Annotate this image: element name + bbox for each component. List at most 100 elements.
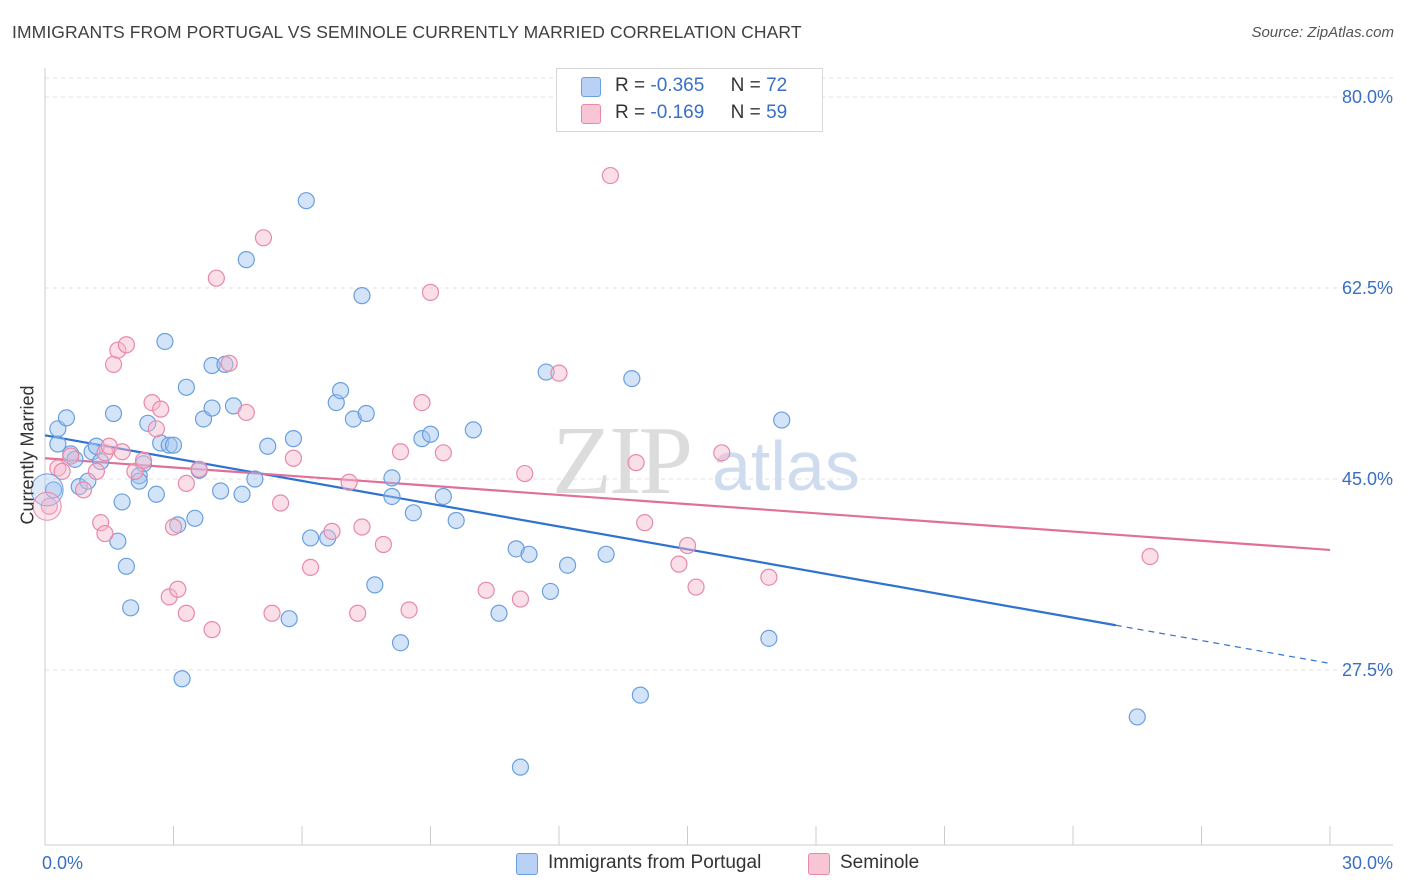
- point-portugal: [203, 399, 221, 417]
- point-portugal: [177, 378, 195, 396]
- point-seminole: [340, 473, 358, 491]
- point-seminole: [434, 444, 452, 462]
- point-seminole: [627, 454, 645, 472]
- point-seminole: [687, 578, 705, 596]
- point-portugal: [353, 287, 371, 305]
- point-portugal: [391, 634, 410, 652]
- point-seminole: [62, 447, 80, 465]
- x-tick-label-max: 30.0%: [1342, 853, 1393, 873]
- point-seminole: [477, 581, 495, 599]
- point-seminole: [670, 555, 688, 573]
- point-portugal: [631, 686, 649, 704]
- point-seminole: [254, 229, 273, 247]
- y-tick-label: 27.5%: [1342, 660, 1393, 680]
- y-axis-label: Currently Married: [17, 385, 38, 525]
- point-portugal: [366, 576, 384, 594]
- point-portugal: [301, 529, 320, 547]
- point-portugal: [507, 540, 525, 558]
- point-seminole: [74, 481, 93, 499]
- point-seminole: [164, 518, 183, 536]
- y-tick-label: 80.0%: [1342, 87, 1393, 107]
- point-seminole-large: [32, 491, 62, 521]
- point-seminole: [109, 341, 127, 359]
- series-label-seminole: Seminole: [840, 852, 920, 873]
- trend-line-portugal-extension: [1115, 624, 1331, 665]
- point-seminole: [177, 474, 195, 492]
- point-seminole: [100, 437, 118, 455]
- point-portugal: [434, 487, 452, 506]
- data-points: [30, 166, 1159, 776]
- point-portugal: [558, 556, 577, 574]
- point-portugal: [156, 332, 174, 351]
- point-seminole: [207, 269, 225, 287]
- legend-n-label: N =: [730, 102, 761, 123]
- point-seminole: [237, 403, 255, 422]
- point-seminole: [636, 514, 654, 532]
- point-seminole: [678, 536, 697, 555]
- legend-r-label: R =: [615, 75, 646, 96]
- point-portugal: [164, 436, 183, 454]
- point-seminole: [1141, 547, 1159, 566]
- point-portugal: [104, 404, 123, 423]
- legend-swatch-seminole: [581, 104, 601, 124]
- point-seminole: [516, 464, 534, 483]
- point-portugal: [57, 409, 76, 427]
- point-portugal: [122, 599, 140, 617]
- grid-lines: [45, 77, 1393, 671]
- point-portugal: [44, 481, 63, 499]
- correlation-legend: R = -0.365 N = 72 R = -0.169 N = 59: [556, 68, 823, 132]
- point-portugal: [113, 493, 131, 511]
- legend-r-value: -0.365: [650, 75, 705, 96]
- y-tick-labels: 27.5% 45.0% 62.5% 80.0%: [1342, 87, 1393, 680]
- point-seminole: [421, 283, 440, 301]
- point-portugal: [117, 557, 135, 575]
- legend-n-value: 72: [766, 75, 788, 96]
- y-tick-label: 45.0%: [1342, 469, 1393, 489]
- point-portugal: [173, 670, 191, 688]
- legend-r-value: -0.169: [650, 102, 705, 123]
- series-swatch-seminole: [808, 853, 830, 875]
- point-portugal: [511, 758, 530, 776]
- point-seminole: [87, 462, 106, 480]
- x-tick-label-min: 0.0%: [42, 853, 83, 873]
- point-seminole: [323, 522, 341, 540]
- point-portugal: [404, 504, 422, 522]
- point-portugal: [421, 425, 440, 443]
- axes: [44, 68, 1393, 846]
- point-portugal: [413, 430, 431, 448]
- point-seminole: [113, 443, 131, 461]
- point-seminole: [391, 443, 410, 461]
- point-portugal: [383, 469, 401, 487]
- point-seminole: [220, 354, 238, 372]
- point-portugal: [383, 487, 401, 506]
- point-seminole: [143, 394, 161, 412]
- trend-lines: [44, 434, 1331, 665]
- point-portugal: [203, 356, 221, 375]
- point-seminole: [374, 535, 392, 554]
- point-seminole: [271, 494, 290, 512]
- point-portugal: [447, 511, 465, 530]
- point-seminole: [104, 355, 123, 373]
- point-portugal: [537, 363, 555, 381]
- point-seminole: [353, 518, 371, 536]
- legend-r-label: R =: [615, 102, 646, 123]
- point-portugal: [212, 482, 230, 500]
- point-portugal: [623, 369, 641, 388]
- point-portugal: [344, 410, 362, 428]
- point-portugal: [331, 381, 350, 400]
- point-seminole: [152, 400, 170, 418]
- chart-title: IMMIGRANTS FROM PORTUGAL VS SEMINOLE CUR…: [12, 22, 802, 42]
- trend-line-portugal: [44, 434, 1117, 627]
- point-seminole: [117, 336, 135, 354]
- point-seminole: [713, 444, 731, 462]
- point-portugal: [541, 582, 560, 601]
- point-seminole: [263, 604, 281, 622]
- point-portugal: [109, 532, 127, 550]
- point-portugal: [773, 411, 791, 429]
- point-seminole: [760, 568, 778, 586]
- point-portugal: [237, 251, 255, 269]
- point-portugal: [297, 192, 315, 210]
- point-portugal: [490, 604, 508, 622]
- point-portugal: [246, 470, 264, 488]
